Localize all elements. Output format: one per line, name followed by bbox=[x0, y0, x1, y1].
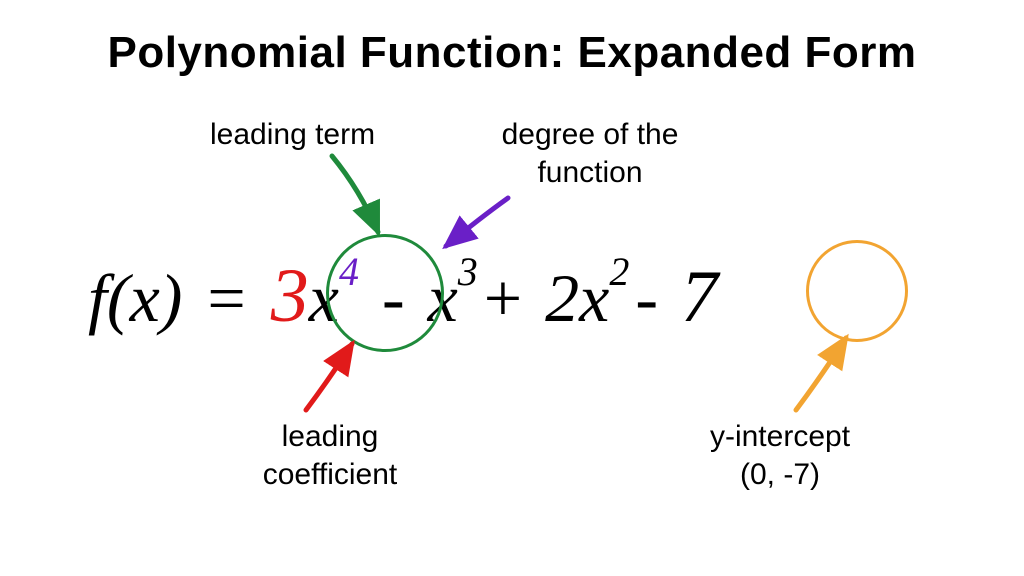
eq-x: x bbox=[130, 260, 160, 336]
page-title: Polynomial Function: Expanded Form bbox=[0, 28, 1024, 78]
arrow-leading-coef bbox=[306, 344, 352, 410]
eq-open: ( bbox=[107, 260, 130, 336]
diagram-stage: Polynomial Function: Expanded Form leadi… bbox=[0, 0, 1024, 576]
label-degree-line2: function bbox=[537, 156, 642, 189]
ring-leading-term bbox=[326, 234, 444, 352]
label-leading-coef-line2: coefficient bbox=[263, 458, 398, 491]
eq-const: 7 bbox=[681, 256, 718, 338]
arrow-degree bbox=[446, 198, 508, 246]
label-degree: degree of the function bbox=[460, 116, 720, 191]
ring-constant bbox=[806, 240, 908, 342]
label-leading-term: leading term bbox=[210, 116, 430, 154]
eq-exp3: 2 bbox=[609, 249, 629, 294]
label-yint-line2: (0, -7) bbox=[740, 458, 820, 491]
label-leading-coefficient: leading coefficient bbox=[220, 418, 440, 493]
eq-x3: x bbox=[579, 260, 609, 336]
arrow-leading-term bbox=[332, 156, 378, 232]
eq-op3: - bbox=[629, 260, 664, 336]
eq-coef3: 2 bbox=[545, 260, 579, 336]
label-leading-coef-line1: leading bbox=[282, 420, 379, 453]
label-y-intercept: y-intercept (0, -7) bbox=[660, 418, 900, 493]
eq-close: ) bbox=[160, 260, 183, 336]
eq-coef1: 3 bbox=[271, 254, 309, 338]
eq-exp2: 3 bbox=[458, 249, 478, 294]
eq-equals: = bbox=[199, 260, 253, 336]
label-degree-line1: degree of the bbox=[502, 118, 679, 151]
eq-f: f bbox=[88, 260, 107, 336]
eq-op2: + bbox=[478, 260, 528, 336]
label-yint-line1: y-intercept bbox=[710, 420, 850, 453]
arrow-yintercept bbox=[796, 338, 846, 410]
